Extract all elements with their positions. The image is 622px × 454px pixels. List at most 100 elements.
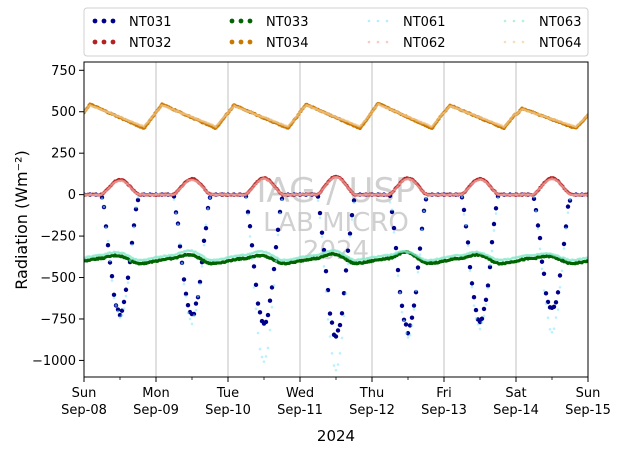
data-point — [564, 227, 568, 230]
data-point — [147, 119, 151, 123]
data-point — [538, 247, 542, 251]
data-point — [541, 271, 547, 277]
data-point — [488, 263, 492, 267]
data-point — [122, 307, 126, 310]
data-point — [255, 301, 261, 306]
data-point — [336, 363, 340, 366]
data-point — [470, 285, 474, 289]
data-point — [462, 213, 466, 216]
data-point — [111, 292, 117, 297]
data-point — [334, 368, 338, 372]
data-point — [395, 267, 401, 273]
data-point — [554, 316, 558, 319]
data-point — [548, 328, 552, 331]
data-point — [563, 224, 569, 229]
plot-background — [84, 62, 588, 377]
data-point — [136, 196, 140, 199]
data-point — [197, 279, 203, 285]
data-point — [188, 317, 192, 321]
y-axis: −1000 −750 −500 −250 0 250 500 750 — [32, 64, 84, 369]
data-point — [420, 228, 424, 232]
data-point — [496, 196, 500, 200]
data-point — [335, 328, 341, 333]
data-point — [129, 240, 135, 246]
data-point — [486, 286, 490, 290]
legend-marker — [229, 18, 235, 24]
data-point — [414, 289, 418, 292]
data-point — [100, 197, 104, 200]
data-point — [540, 267, 544, 271]
x-tick-label-date: Sep-14 — [493, 403, 539, 418]
data-point — [406, 336, 410, 339]
data-point — [200, 265, 204, 268]
legend-marker — [376, 40, 380, 44]
data-point — [246, 213, 250, 216]
legend-marker — [247, 18, 253, 24]
data-point — [176, 223, 180, 226]
data-point — [263, 319, 269, 325]
data-point — [280, 198, 284, 202]
data-point — [330, 351, 334, 355]
data-point — [543, 291, 549, 296]
data-point — [346, 262, 350, 266]
data-point — [557, 273, 563, 278]
data-point — [265, 312, 271, 318]
data-point — [480, 321, 484, 324]
data-point — [332, 364, 336, 367]
data-point — [183, 291, 189, 297]
legend-label: NT062 — [403, 36, 445, 51]
data-point — [106, 239, 110, 243]
data-point — [344, 292, 348, 295]
legend-frame — [83, 7, 589, 57]
y-tick-label: −500 — [40, 271, 76, 286]
data-point — [133, 206, 139, 212]
data-point — [407, 323, 413, 328]
data-point — [274, 259, 278, 263]
x-tick-label-day: Sat — [505, 386, 526, 401]
data-point — [270, 305, 274, 309]
data-point — [366, 116, 370, 119]
data-point — [409, 315, 415, 320]
legend-label: NT032 — [129, 36, 171, 51]
x-tick-label-day: Fri — [436, 386, 452, 401]
legend-marker — [521, 19, 525, 23]
data-point — [404, 331, 408, 335]
data-point — [411, 303, 417, 308]
data-point — [206, 207, 210, 210]
data-point — [560, 269, 564, 273]
x-tick-label-date: Sep-11 — [277, 403, 323, 418]
data-point — [556, 308, 560, 311]
data-point — [268, 328, 272, 332]
data-point — [184, 294, 188, 298]
data-point — [469, 281, 475, 286]
data-point — [391, 225, 397, 231]
data-point — [542, 289, 546, 292]
y-tick-label: 250 — [51, 147, 76, 162]
data-point — [172, 198, 176, 201]
data-point — [118, 316, 122, 319]
data-point — [478, 327, 482, 331]
x-tick-label-date: Sep-10 — [205, 403, 251, 418]
data-point — [185, 302, 191, 308]
x-tick-label-date: Sep-08 — [61, 403, 107, 418]
data-point — [489, 239, 495, 245]
data-point — [481, 306, 487, 312]
data-point — [347, 231, 353, 236]
data-point — [247, 224, 253, 229]
data-point — [482, 314, 486, 318]
data-point — [110, 279, 114, 282]
data-point — [317, 210, 323, 216]
data-point — [546, 316, 550, 320]
x-axis-label: 2024 — [317, 427, 355, 445]
data-point — [550, 330, 554, 334]
data-point — [417, 246, 423, 251]
x-tick-label-day: Sun — [72, 386, 97, 401]
data-point — [245, 209, 251, 215]
data-point — [108, 259, 112, 263]
data-point — [278, 211, 282, 215]
data-point — [467, 264, 473, 270]
y-tick-label: −750 — [40, 312, 76, 327]
data-point — [493, 206, 499, 211]
data-point — [464, 223, 468, 227]
data-point — [116, 310, 120, 313]
